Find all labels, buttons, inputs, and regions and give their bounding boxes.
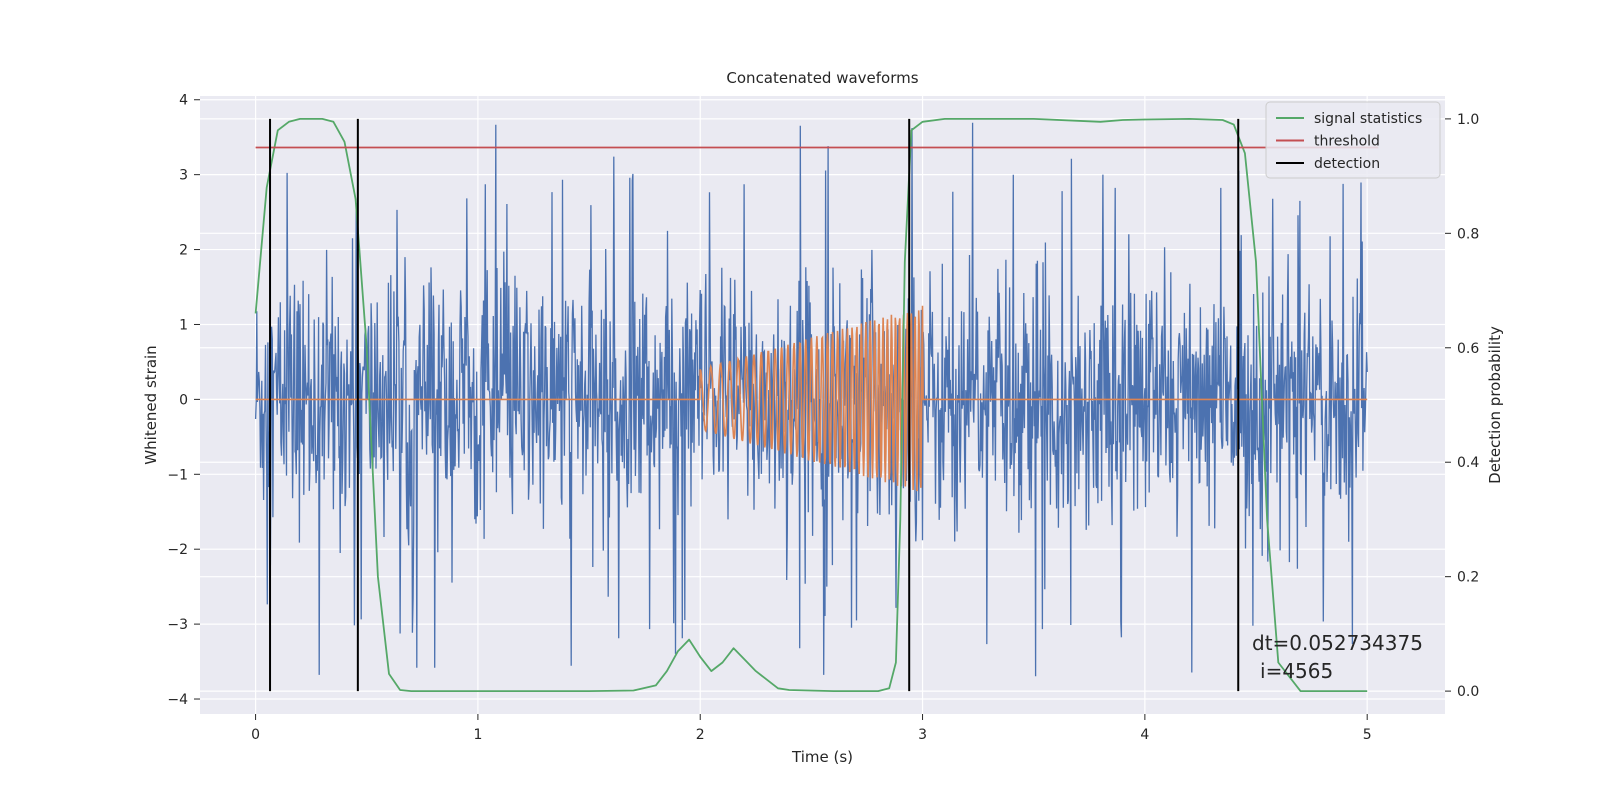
y-tick-label: −2 [167, 542, 188, 558]
left-axis: −4 −3 −2 −1 0 1 2 3 4 [167, 93, 200, 708]
x-tick-label: 1 [473, 727, 482, 743]
y-tick-label: 2 [179, 243, 188, 259]
x-tick-label: 3 [918, 727, 927, 743]
y2-tick-label: 0.2 [1457, 570, 1479, 586]
annotation-index: i=4565 [1260, 659, 1333, 683]
y-axis-label: Whitened strain [142, 345, 160, 464]
series-layer [254, 118, 1379, 692]
legend-label: threshold [1314, 134, 1380, 150]
legend-label: detection [1314, 156, 1380, 172]
signal-statistics-line [254, 118, 1368, 692]
x-tick-label: 0 [251, 727, 260, 743]
x-tick-label: 2 [696, 727, 705, 743]
y-tick-label: 3 [179, 168, 188, 184]
y-tick-label: 0 [179, 392, 188, 408]
y2-tick-label: 0.6 [1457, 341, 1479, 357]
x-tick-label: 4 [1140, 727, 1149, 743]
strain-series-line [254, 122, 1368, 677]
y-tick-label: −1 [167, 467, 188, 483]
x-axis: 0 1 2 3 4 5 [251, 714, 1372, 743]
y2-axis-label: Detection probability [1486, 326, 1504, 484]
chart-title: Concatenated waveforms [726, 69, 918, 87]
y2-tick-label: 1.0 [1457, 112, 1479, 128]
y-tick-label: 1 [179, 317, 188, 333]
legend-box [1265, 101, 1441, 179]
annotation-dt: dt=0.052734375 [1252, 631, 1423, 655]
chirp-series-line [255, 305, 1368, 492]
x-axis-label: Time (s) [791, 748, 853, 766]
right-axis: 0.0 0.2 0.4 0.6 0.8 1.0 [1445, 112, 1479, 700]
y2-tick-label: 0.0 [1457, 684, 1479, 700]
y-tick-label: −4 [167, 692, 188, 708]
x-tick-label: 5 [1363, 727, 1372, 743]
y-tick-label: 4 [179, 93, 188, 109]
y2-tick-label: 0.8 [1457, 226, 1479, 242]
y2-tick-label: 0.4 [1457, 455, 1479, 471]
legend: signal statistics threshold detection [1265, 101, 1441, 179]
legend-label: signal statistics [1314, 111, 1422, 127]
y-tick-label: −3 [167, 617, 188, 633]
annotation: dt=0.052734375 i=4565 [1252, 631, 1423, 683]
detection-layer [269, 118, 1240, 692]
